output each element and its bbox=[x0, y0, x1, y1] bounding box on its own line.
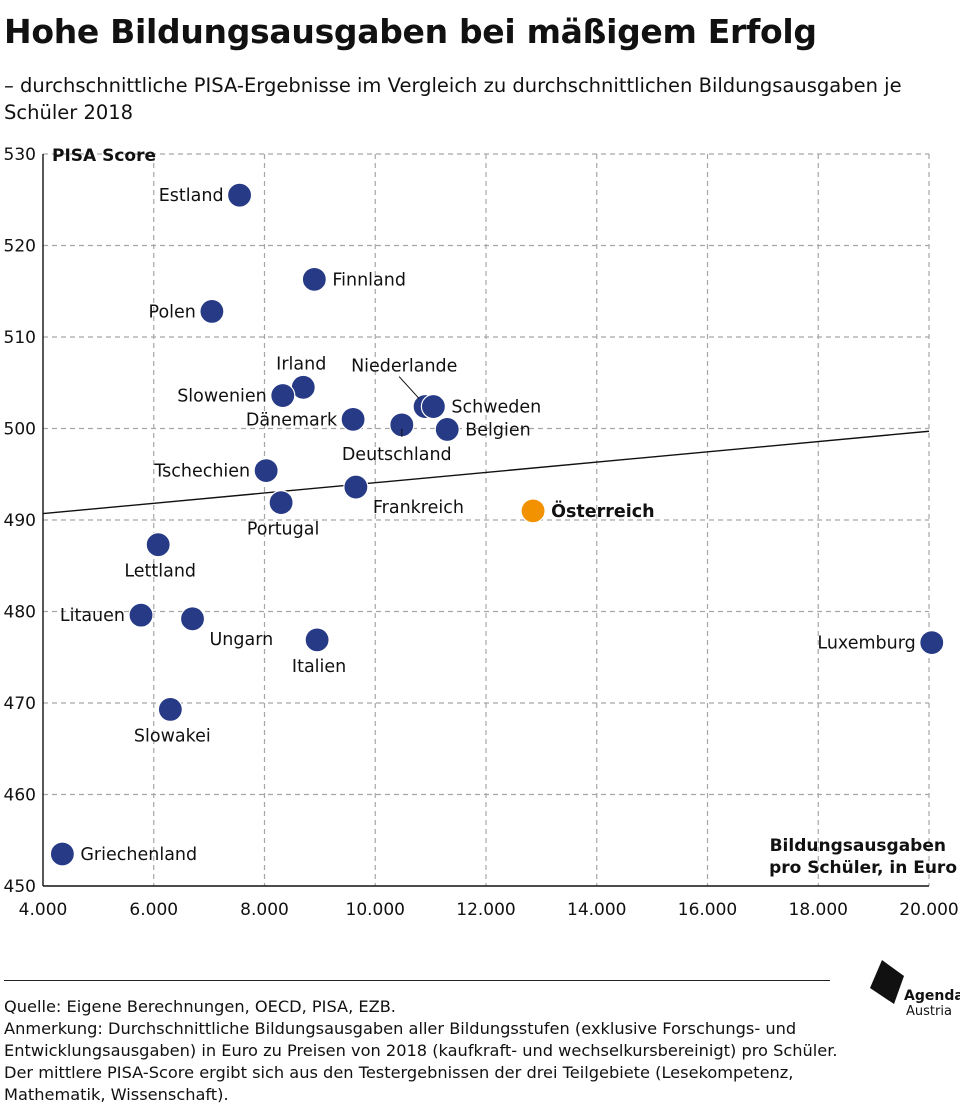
data-point-schweden bbox=[420, 393, 446, 420]
x-tick-label: 18.000 bbox=[789, 900, 848, 920]
data-label-slowenien: Slowenien bbox=[177, 387, 267, 407]
scatter-chart: Estland Finnland Polen Irland Slowenien Dänem… bbox=[4, 145, 959, 920]
logo-text-austria: Austria bbox=[906, 1004, 952, 1019]
x-axis-label-line1: Bildungsausgaben bbox=[770, 836, 946, 856]
data-point-österreich bbox=[520, 498, 546, 524]
y-tick-label: 460 bbox=[4, 786, 36, 806]
data-point-tschechien bbox=[253, 457, 279, 484]
data-label-italien: Italien bbox=[292, 657, 346, 677]
x-tick-label: 14.000 bbox=[567, 900, 626, 920]
data-label-estland: Estland bbox=[159, 186, 224, 206]
data-point-belgien bbox=[434, 416, 460, 443]
data-point-lettland bbox=[145, 532, 171, 558]
data-points: Estland Finnland Polen Irland Slowenien Dänem… bbox=[49, 182, 945, 867]
data-label-deutschland: Deutschland bbox=[342, 445, 452, 465]
data-label-litauen: Litauen bbox=[60, 606, 125, 626]
data-label-schweden: Schweden bbox=[451, 398, 541, 418]
chart-title: Hohe Bildungsausgaben bei mäßigem Erfolg bbox=[4, 12, 817, 51]
data-point-polen bbox=[199, 298, 225, 324]
logo-text-agenda: Agenda bbox=[904, 988, 960, 1004]
data-label-slowakei: Slowakei bbox=[134, 726, 211, 746]
x-tick-label: 20.000 bbox=[899, 900, 958, 920]
data-point-finnland bbox=[301, 266, 327, 292]
logo-mark-icon bbox=[870, 960, 904, 1004]
agenda-austria-logo: Agenda Austria bbox=[868, 958, 960, 1019]
grid-lines bbox=[43, 153, 930, 886]
data-label-österreich: Österreich bbox=[551, 500, 655, 522]
data-point-griechenland bbox=[49, 841, 75, 867]
trendline-group bbox=[42, 430, 930, 515]
data-point-ungarn bbox=[179, 606, 206, 632]
data-label-irland: Irland bbox=[276, 354, 326, 374]
data-point-portugal bbox=[268, 490, 294, 516]
y-tick-label: 480 bbox=[4, 603, 36, 623]
y-tick-label: 520 bbox=[4, 237, 36, 257]
data-point-slowenien bbox=[270, 382, 296, 409]
data-label-dänemark: Dänemark bbox=[246, 410, 338, 430]
y-axis-label: PISA Score bbox=[52, 146, 156, 166]
y-tick-label: 500 bbox=[4, 420, 36, 440]
data-label-niederlande: Niederlande bbox=[351, 357, 457, 377]
x-tick-label: 8.000 bbox=[240, 900, 289, 920]
x-tick-label: 4.000 bbox=[19, 900, 68, 920]
data-label-polen: Polen bbox=[149, 302, 196, 322]
x-axis-label-line2: pro Schüler, in Euro bbox=[769, 858, 957, 878]
data-label-luxemburg: Luxemburg bbox=[817, 634, 915, 654]
data-label-griechenland: Griechenland bbox=[80, 845, 197, 865]
data-point-italien bbox=[304, 627, 330, 653]
y-tick-label: 470 bbox=[4, 694, 36, 714]
data-point-frankreich bbox=[343, 474, 369, 500]
y-tick-label: 530 bbox=[4, 145, 36, 165]
data-point-slowakei bbox=[157, 696, 183, 723]
data-point-estland bbox=[226, 182, 253, 208]
data-label-frankreich: Frankreich bbox=[373, 498, 464, 518]
x-tick-label: 10.000 bbox=[346, 900, 405, 920]
methodology-note: Anmerkung: Durchschnittliche Bildungsaus… bbox=[4, 1019, 838, 1104]
x-tick-label: 6.000 bbox=[129, 900, 178, 920]
leader-line bbox=[398, 376, 420, 399]
x-tick-label: 16.000 bbox=[678, 900, 737, 920]
data-label-ungarn: Ungarn bbox=[210, 630, 274, 650]
data-label-tschechien: Tschechien bbox=[153, 462, 250, 482]
chart-subtitle: – durchschnittliche PISA-Ergebnisse im V… bbox=[4, 74, 902, 124]
y-tick-label: 450 bbox=[4, 877, 36, 897]
footnotes: Quelle: Eigene Berechnungen, OECD, PISA,… bbox=[4, 996, 864, 1106]
y-tick-label: 510 bbox=[4, 328, 36, 348]
footer-divider bbox=[4, 980, 830, 981]
source-note: Quelle: Eigene Berechnungen, OECD, PISA,… bbox=[4, 997, 396, 1016]
x-tick-label: 12.000 bbox=[456, 900, 515, 920]
tick-labels: 4.000 6.000 8.000 10.000 12.000 14.000 16.000 1… bbox=[4, 145, 959, 920]
data-label-finnland: Finnland bbox=[332, 270, 406, 290]
data-point-litauen bbox=[128, 602, 154, 628]
data-label-lettland: Lettland bbox=[124, 562, 196, 582]
data-label-portugal: Portugal bbox=[247, 520, 319, 540]
data-point-dänemark bbox=[340, 406, 366, 432]
axes bbox=[42, 154, 929, 887]
data-point-luxemburg bbox=[919, 630, 945, 656]
y-tick-label: 490 bbox=[4, 511, 36, 531]
data-label-belgien: Belgien bbox=[465, 420, 530, 440]
trendline bbox=[42, 430, 930, 515]
